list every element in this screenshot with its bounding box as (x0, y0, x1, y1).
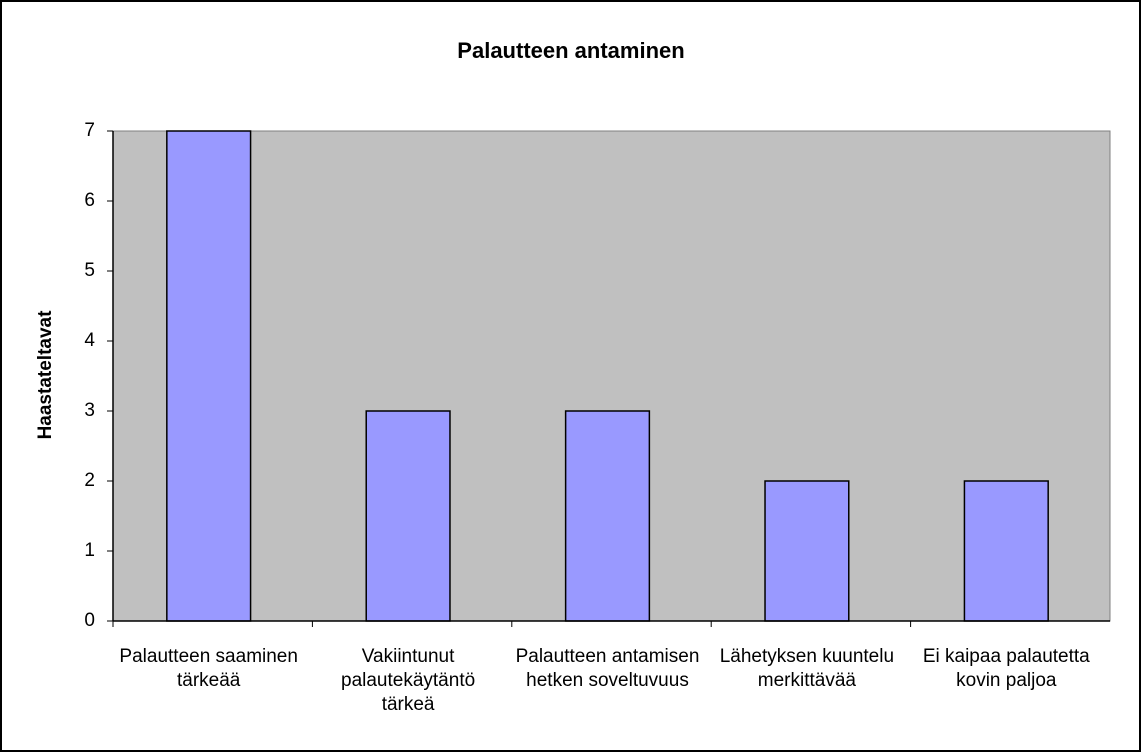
bar (963, 480, 1049, 622)
y-axis-label: Haastateltavat (35, 310, 56, 440)
x-tick-label: Palautteen saaminen tärkeää (119, 646, 298, 691)
x-tick-label: Palautteen antamisen hetken soveltuvuus (515, 646, 700, 691)
x-tick-label: Vakiintunut palautekäytäntö tärkeä (341, 646, 476, 715)
x-tick-label: Ei kaipaa palautetta kovin paljoa (922, 646, 1090, 691)
x-tick-label: Lähetyksen kuuntelu merkittävää (719, 646, 895, 691)
y-tick-label: 6 (84, 190, 95, 211)
bar (166, 130, 252, 622)
y-tick-label: 4 (84, 330, 95, 351)
y-tick-label: 3 (84, 400, 95, 421)
y-tick-label: 7 (84, 120, 95, 141)
y-tick-label: 0 (84, 610, 95, 631)
chart-title: Palautteen antaminen (457, 38, 684, 63)
bar (564, 410, 651, 622)
y-tick-label: 5 (84, 260, 95, 281)
bar (365, 410, 451, 622)
y-tick-label: 2 (84, 470, 95, 491)
y-tick-label: 1 (84, 540, 95, 561)
bar (764, 480, 850, 622)
